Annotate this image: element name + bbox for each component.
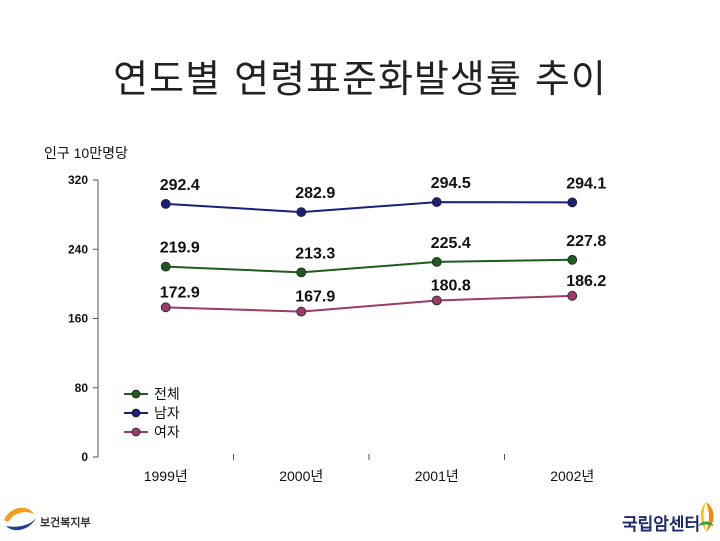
data-label-1-0: 292.4 — [160, 177, 200, 194]
data-point-2-3 — [567, 290, 578, 301]
y-tick-label-0: 0 — [81, 450, 88, 464]
data-point-0-1 — [296, 267, 307, 278]
data-label-2-2: 180.8 — [431, 277, 471, 294]
data-label-1-3: 294.1 — [566, 175, 606, 192]
y-tick-label-160: 160 — [68, 312, 88, 326]
ministry-name: 보건복지부 — [40, 517, 91, 529]
data-label-0-2: 225.4 — [431, 235, 471, 252]
page-title: 연도별 연령표준화발생률 추이 — [113, 57, 607, 101]
data-label-2-1: 167.9 — [295, 289, 335, 306]
legend-label-2: 여자 — [154, 425, 180, 441]
legend-marker-2 — [131, 427, 141, 437]
data-point-0-3 — [567, 254, 578, 265]
x-tick-label-3: 2002년 — [550, 468, 594, 484]
y-tick-label-240: 240 — [68, 242, 88, 256]
cancer-center-emblem-icon — [698, 502, 714, 532]
chart-ticks: 0 80 160 240 320 1999년 2000년 2001년 2002년 — [68, 173, 594, 484]
legend-label-0: 전체 — [154, 387, 180, 403]
data-point-2-2 — [431, 295, 442, 306]
x-tick-label-1: 2000년 — [279, 468, 323, 484]
data-point-2-1 — [296, 306, 307, 317]
cancer-center-logo: 국립암센터 — [610, 498, 720, 538]
y-tick-label-320: 320 — [68, 173, 88, 187]
series-line-1 — [165, 201, 573, 214]
x-tick-label-2: 2001년 — [415, 468, 459, 484]
data-label-0-3: 227.8 — [566, 233, 606, 250]
data-label-1-2: 294.5 — [431, 175, 471, 192]
ministry-emblem-icon — [4, 507, 36, 531]
data-point-1-3 — [567, 197, 578, 208]
data-label-0-0: 219.9 — [160, 240, 200, 257]
y-tick-label-80: 80 — [75, 381, 89, 395]
chart-series — [160, 197, 578, 317]
series-line-2 — [165, 294, 573, 313]
data-point-0-2 — [431, 256, 442, 267]
data-point-0-0 — [160, 261, 171, 272]
data-label-0-1: 213.3 — [295, 245, 335, 262]
data-point-1-1 — [296, 207, 307, 218]
data-point-1-0 — [160, 198, 171, 209]
unit-label: 인구 10만명당 — [44, 145, 128, 161]
data-point-2-0 — [160, 302, 171, 313]
data-point-1-2 — [431, 197, 442, 207]
cancer-center-name: 국립암센터 — [622, 515, 701, 534]
x-tick-label-0: 1999년 — [144, 468, 188, 484]
series-line-0 — [165, 258, 573, 274]
chart-data-labels: 219.9 213.3 225.4 227.8 292.4 282.9 294.5 294.1… — [160, 175, 607, 306]
data-label-1-1: 282.9 — [295, 185, 335, 202]
data-label-2-3: 186.2 — [566, 273, 606, 290]
ministry-logo: 보건복지부 — [0, 500, 130, 536]
legend-marker-1 — [131, 408, 141, 418]
legend-label-1: 남자 — [154, 406, 180, 422]
data-label-2-0: 172.9 — [160, 284, 200, 301]
legend-marker-0 — [131, 389, 141, 399]
